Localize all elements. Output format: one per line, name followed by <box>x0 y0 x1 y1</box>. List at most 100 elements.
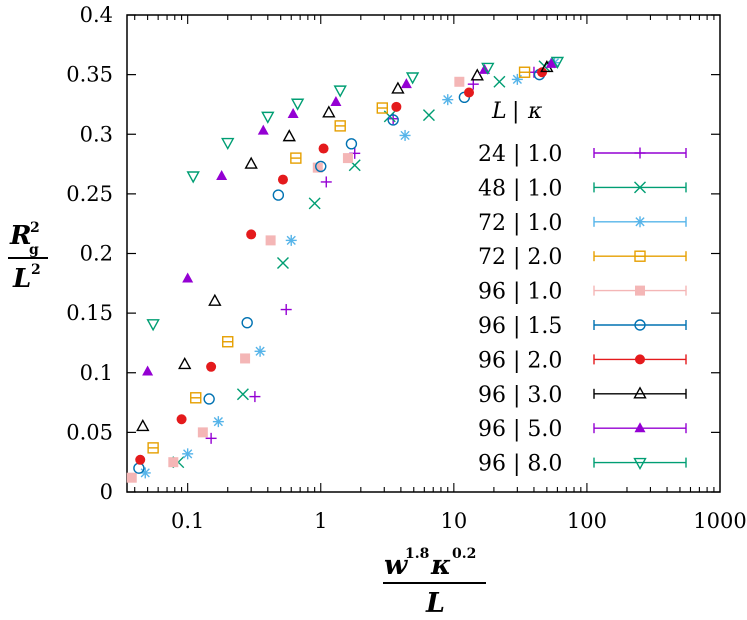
data-point <box>197 427 208 438</box>
marker-shape <box>176 414 187 425</box>
legend-label: 96 | 1.5 <box>478 314 562 339</box>
data-point <box>454 76 465 87</box>
marker-shape <box>290 98 305 111</box>
x-tick-label: 100 <box>567 509 607 533</box>
marker-shape <box>312 162 323 173</box>
data-point <box>182 448 194 460</box>
data-point <box>330 96 342 107</box>
marker-shape <box>322 105 336 118</box>
marker-stroke <box>348 159 361 172</box>
data-point <box>511 73 523 85</box>
y-tick-label: 0.4 <box>80 3 113 27</box>
data-point <box>545 57 557 68</box>
marker-stroke <box>493 75 506 88</box>
data-point <box>391 101 402 112</box>
marker-shape <box>391 101 402 112</box>
legend-marker <box>634 422 646 433</box>
legend-label: 96 | 2.0 <box>478 348 562 373</box>
data-point <box>168 457 179 468</box>
data-point <box>203 393 215 405</box>
data-point <box>277 174 288 185</box>
data-point <box>315 160 327 173</box>
data-point <box>518 66 531 78</box>
data-point <box>240 353 251 364</box>
marker-shape <box>454 76 465 87</box>
marker-shape <box>635 285 645 296</box>
data-point <box>405 72 420 85</box>
data-point <box>287 107 299 118</box>
marker-shape <box>391 81 405 94</box>
marker-shape <box>282 129 296 142</box>
marker-shape <box>257 124 269 135</box>
data-point <box>147 442 159 454</box>
legend-marker <box>634 147 646 159</box>
marker-shape <box>387 114 399 126</box>
marker-stroke <box>286 235 296 246</box>
data-point <box>322 105 336 118</box>
legend-marker <box>635 354 645 365</box>
data-point <box>244 156 258 169</box>
legend-label: 96 | 5.0 <box>478 417 562 442</box>
x-title-w-exp: 1.8 <box>405 546 429 562</box>
legend-marker <box>634 181 646 194</box>
series-96-2-0 <box>135 67 548 465</box>
series-96-3-0 <box>136 60 554 432</box>
legend-entry: 72 | 2.0 <box>478 245 687 270</box>
marker-shape <box>333 85 347 98</box>
data-point <box>257 124 269 135</box>
data-point <box>290 152 302 164</box>
y-tick-label: 0.1 <box>80 361 113 385</box>
y-title-denominator: L <box>12 264 31 294</box>
legend-marker <box>633 386 647 399</box>
legend-entry: 96 | 5.0 <box>478 417 687 442</box>
marker-shape <box>142 365 154 376</box>
x-title-kappa-exp: 0.2 <box>452 546 476 562</box>
marker-shape <box>635 354 645 365</box>
data-point <box>272 189 285 201</box>
data-point <box>249 391 261 403</box>
y-title-r-sub: g <box>29 242 39 258</box>
legend-marker <box>634 250 646 262</box>
y-tick-label: 0.2 <box>80 242 113 266</box>
data-point <box>246 229 257 240</box>
data-point <box>391 81 405 94</box>
x-tick-label: 1 <box>314 509 327 533</box>
legend-label: 72 | 1.0 <box>478 211 562 236</box>
data-point <box>333 85 347 98</box>
marker-shape <box>545 57 557 68</box>
data-point <box>282 129 296 142</box>
marker-shape <box>240 353 251 364</box>
series-96-1-5 <box>133 68 546 474</box>
marker-shape <box>634 319 646 331</box>
data-point <box>318 143 329 154</box>
marker-shape <box>464 87 475 98</box>
x-tick-label: 10 <box>440 509 467 533</box>
legend-label: 72 | 2.0 <box>478 245 562 270</box>
legend-marker <box>635 285 645 296</box>
data-point <box>308 197 321 210</box>
marker-shape <box>265 235 276 246</box>
marker-stroke <box>276 257 289 270</box>
data-point <box>208 293 222 306</box>
series-96-8-0 <box>146 56 565 332</box>
marker-stroke <box>635 217 645 227</box>
marker-stroke <box>308 197 321 210</box>
marker-shape <box>216 169 228 180</box>
legend-label: 96 | 3.0 <box>478 383 562 408</box>
data-point <box>481 62 495 75</box>
plot-frame <box>126 14 721 493</box>
data-point <box>186 171 200 184</box>
data-point <box>146 319 160 332</box>
data-point <box>342 153 353 164</box>
legend-header-kappa: κ <box>527 99 543 124</box>
marker-stroke <box>422 109 435 122</box>
data-point <box>139 467 151 479</box>
marker-shape <box>146 319 160 332</box>
data-point <box>205 432 217 444</box>
marker-shape <box>168 457 179 468</box>
marker-shape <box>221 137 235 151</box>
x-axis-title: w 1.8 κ 0.2 L <box>383 546 486 619</box>
series-72-1-0 <box>139 57 560 479</box>
x-title-denominator: L <box>425 588 445 619</box>
